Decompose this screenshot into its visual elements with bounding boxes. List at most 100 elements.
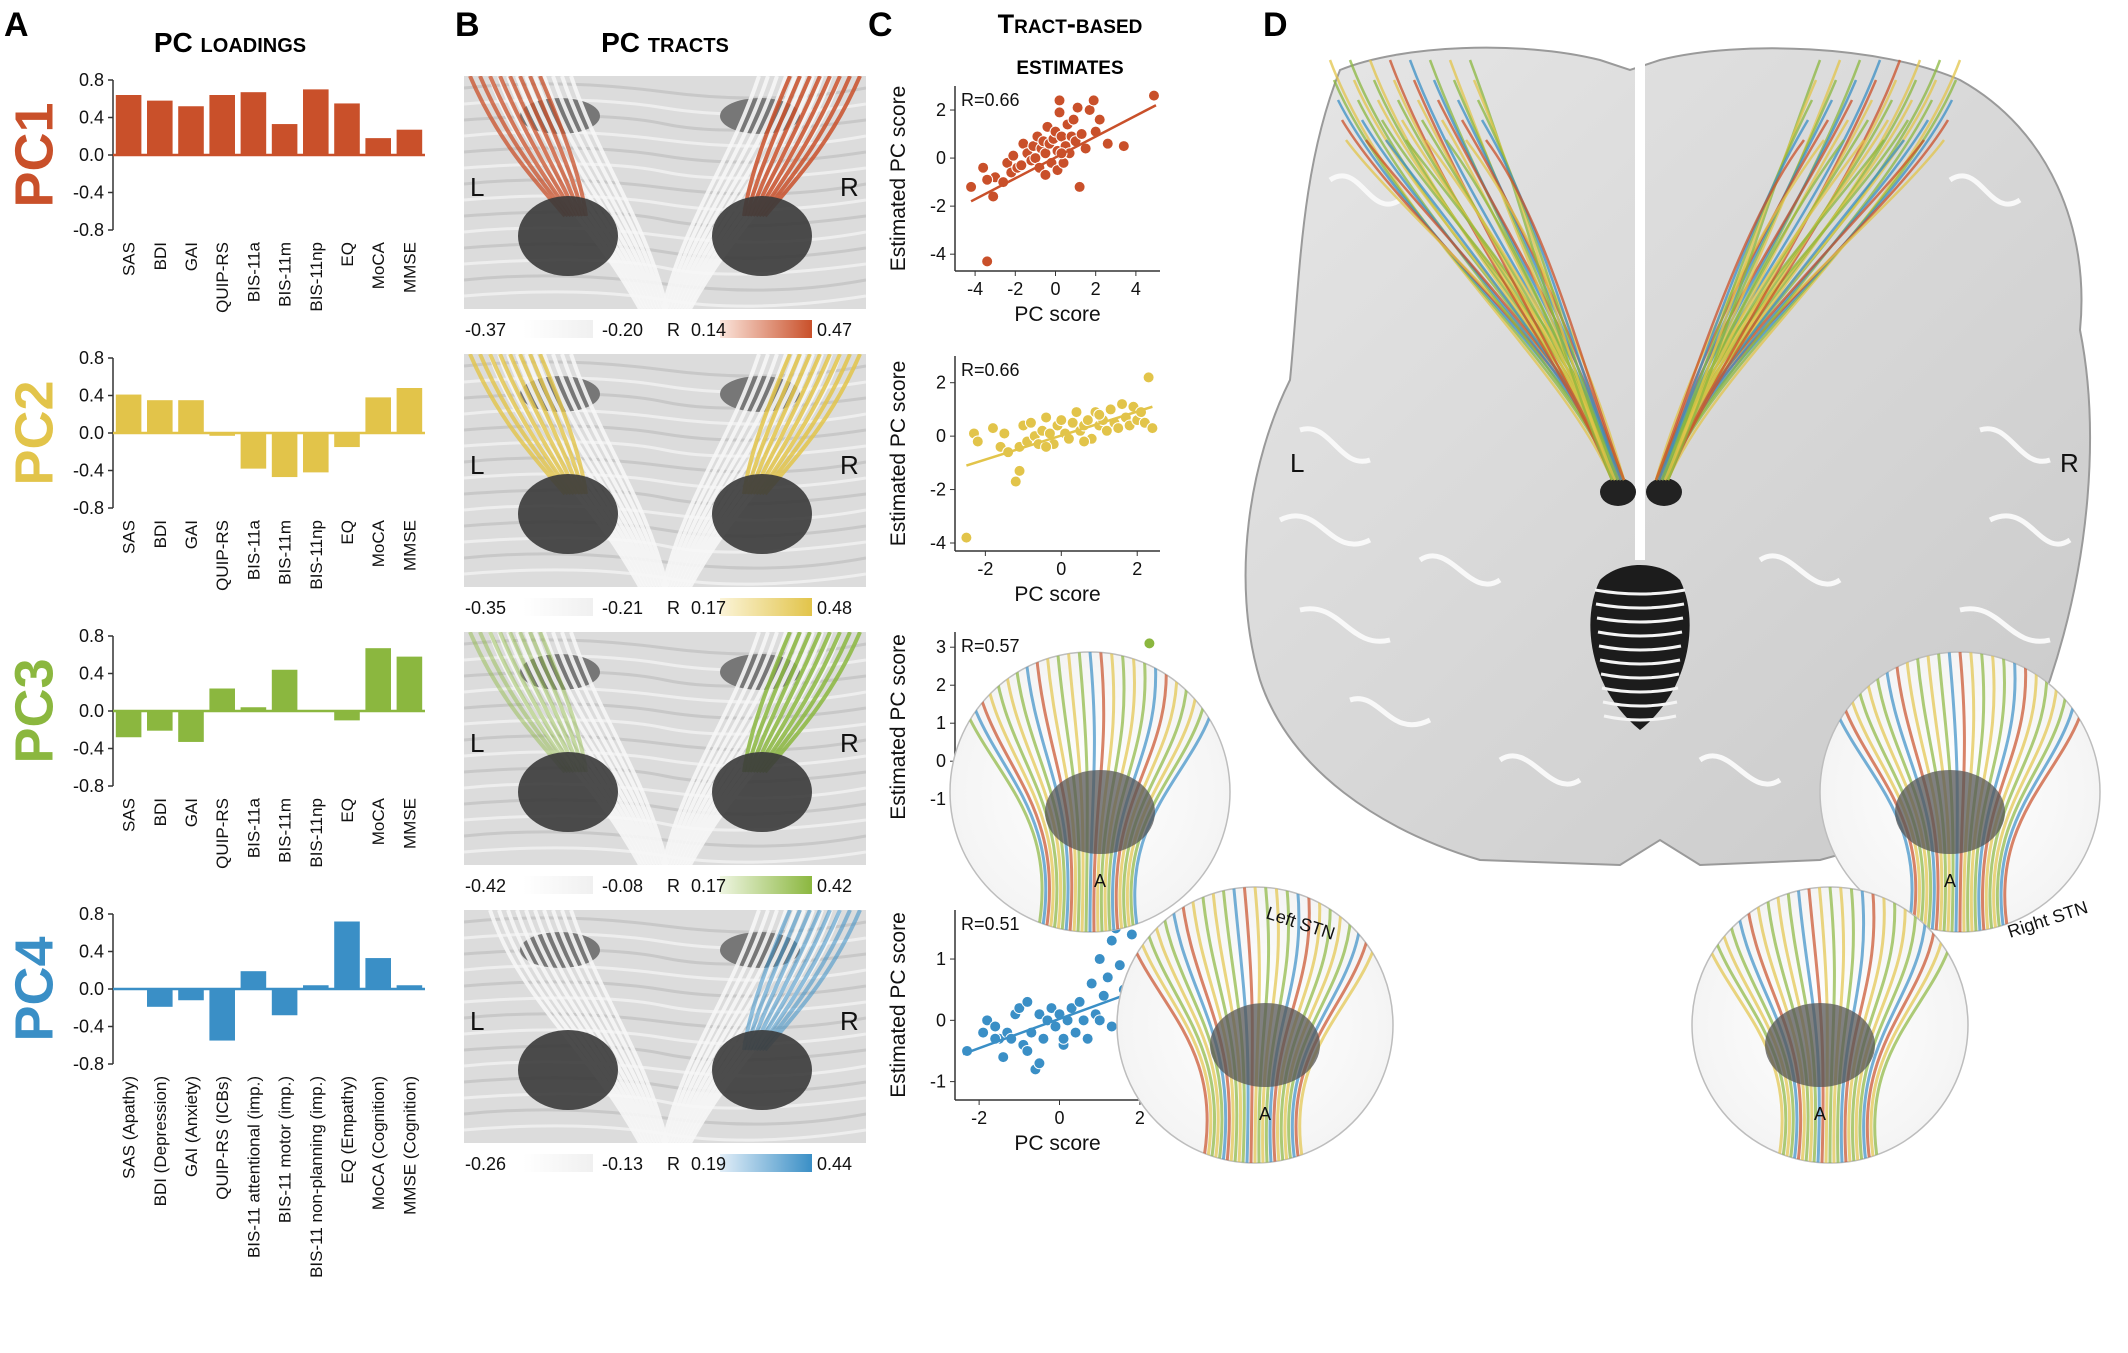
y-tick-label: 3 <box>936 637 946 657</box>
y-tick-label: 0.4 <box>79 664 104 684</box>
category-label: QUIP-RS (ICBs) <box>213 1076 232 1200</box>
tissue-texture <box>464 1108 866 1126</box>
bar <box>209 688 235 711</box>
lens-fiber <box>1023 652 1070 932</box>
category-label: BIS-11m <box>276 242 295 307</box>
tract-image-pc4 <box>464 910 866 1143</box>
x-axis-label: PC score <box>1014 583 1100 606</box>
x-tick-label: -2 <box>977 559 993 579</box>
fiber-right <box>1663 79 1838 481</box>
scatter-point <box>1146 422 1159 435</box>
scatter-point <box>1101 971 1114 984</box>
bar <box>147 100 173 155</box>
fiber-right <box>1660 99 1814 481</box>
scatter-pc1: -4 -2 0 2 4 2 0 -2 -4 R=0.66 PC score Estimated PC … <box>887 86 1160 326</box>
category-label: EQ (Empathy) <box>338 1076 357 1184</box>
y-axis-label: Estimated PC score <box>887 86 910 272</box>
gray-fiber <box>533 354 657 587</box>
gray-fiber <box>524 354 654 587</box>
scatter-point <box>1039 168 1052 181</box>
y-tick-label: -0.4 <box>73 1017 104 1037</box>
y-tick-label: -2 <box>930 480 946 500</box>
scatter-point <box>971 435 984 448</box>
colorbar-neg-max: -0.08 <box>602 876 643 896</box>
lens-fiber <box>1279 887 1332 1163</box>
stn-zoom-lenses: A A A A <box>949 651 2101 1164</box>
sulcus <box>1948 173 2022 207</box>
y-tick-label: 0.8 <box>79 626 104 646</box>
gray-fiber <box>667 76 779 309</box>
lens-3: A <box>1116 886 1394 1164</box>
y-tick-label: 2 <box>936 675 946 695</box>
category-label: BDI <box>151 242 170 270</box>
category-label: GAI <box>182 798 201 827</box>
folium <box>1600 672 1680 680</box>
gray-fiber <box>560 354 666 587</box>
gray-fiber <box>670 76 788 309</box>
colorbar-r-label: R <box>667 320 680 340</box>
category-label: EQ <box>338 798 357 823</box>
pc-label: PC4 <box>4 936 64 1041</box>
gray-fiber <box>664 632 770 865</box>
tissue-texture <box>464 456 866 474</box>
category-label: GAI <box>182 520 201 549</box>
y-tick-label: -2 <box>930 196 946 216</box>
bar <box>334 711 360 721</box>
y-tick-label: 0 <box>936 751 946 771</box>
scatter-point <box>1081 414 1094 427</box>
fiber-right <box>1666 59 1902 481</box>
colorbar-negative <box>523 598 593 616</box>
lens-fiber <box>1851 887 1897 1163</box>
gray-fiber <box>524 632 654 865</box>
bar <box>365 138 391 155</box>
colorbar-positive <box>720 876 812 894</box>
scatter-point <box>1087 94 1100 107</box>
category-label: BIS-11np <box>307 520 326 590</box>
right-stn-mask <box>1646 478 1682 506</box>
sulcus <box>1498 753 1582 787</box>
lens-fiber <box>1157 887 1224 1163</box>
scatter-point <box>1015 159 1028 172</box>
scatter-point <box>1055 414 1068 427</box>
scatter-point <box>997 1051 1010 1064</box>
scatter-point <box>1085 977 1098 990</box>
scatter-plots: -4 -2 0 2 4 2 0 -2 -4 R=0.66 PC score Estimated PC … <box>887 86 1160 1155</box>
bar <box>209 989 235 1041</box>
pc-label: PC2 <box>4 380 64 485</box>
lens-fiber <box>1287 887 1353 1163</box>
tract-left-label: L <box>470 172 484 202</box>
gray-fiber <box>670 354 788 587</box>
scatter-point <box>1007 149 1020 162</box>
y-tick-label: 0.4 <box>79 108 104 128</box>
stn-mesh <box>1765 1003 1875 1087</box>
lens-fiber <box>1872 652 1933 932</box>
scatter-point <box>1147 89 1160 102</box>
lens-fiber <box>1168 887 1228 1163</box>
bar <box>115 711 142 738</box>
category-label: QUIP-RS <box>213 520 232 591</box>
category-label: BDI (Depression) <box>151 1076 170 1206</box>
scatter-point <box>1113 959 1126 972</box>
bar <box>240 971 267 989</box>
y-tick-label: -0.8 <box>73 776 104 796</box>
y-axis-label: Estimated PC score <box>887 361 910 547</box>
lens-fiber <box>1862 887 1928 1163</box>
fiber-right <box>1666 59 1842 481</box>
bar <box>334 433 360 448</box>
scatter-point <box>981 1014 994 1027</box>
gray-fiber <box>661 632 761 865</box>
gray-fiber <box>667 910 779 1143</box>
category-label: GAI <box>182 242 201 271</box>
scatter-point <box>1070 406 1083 419</box>
bar <box>396 656 423 711</box>
colorbar-negative <box>523 320 593 338</box>
bar <box>209 95 235 155</box>
gray-fiber <box>661 910 761 1143</box>
scatter-pc2: -2 0 2 2 0 -2 -4 R=0.66 PC score Estimated PC sco… <box>887 356 1160 606</box>
lens-fiber <box>1743 887 1803 1163</box>
category-label: MoCA (Cognition) <box>369 1076 388 1210</box>
scatter-point <box>1013 464 1026 477</box>
stn-mesh <box>1210 1003 1320 1087</box>
bar <box>178 400 204 433</box>
bar <box>178 711 204 742</box>
